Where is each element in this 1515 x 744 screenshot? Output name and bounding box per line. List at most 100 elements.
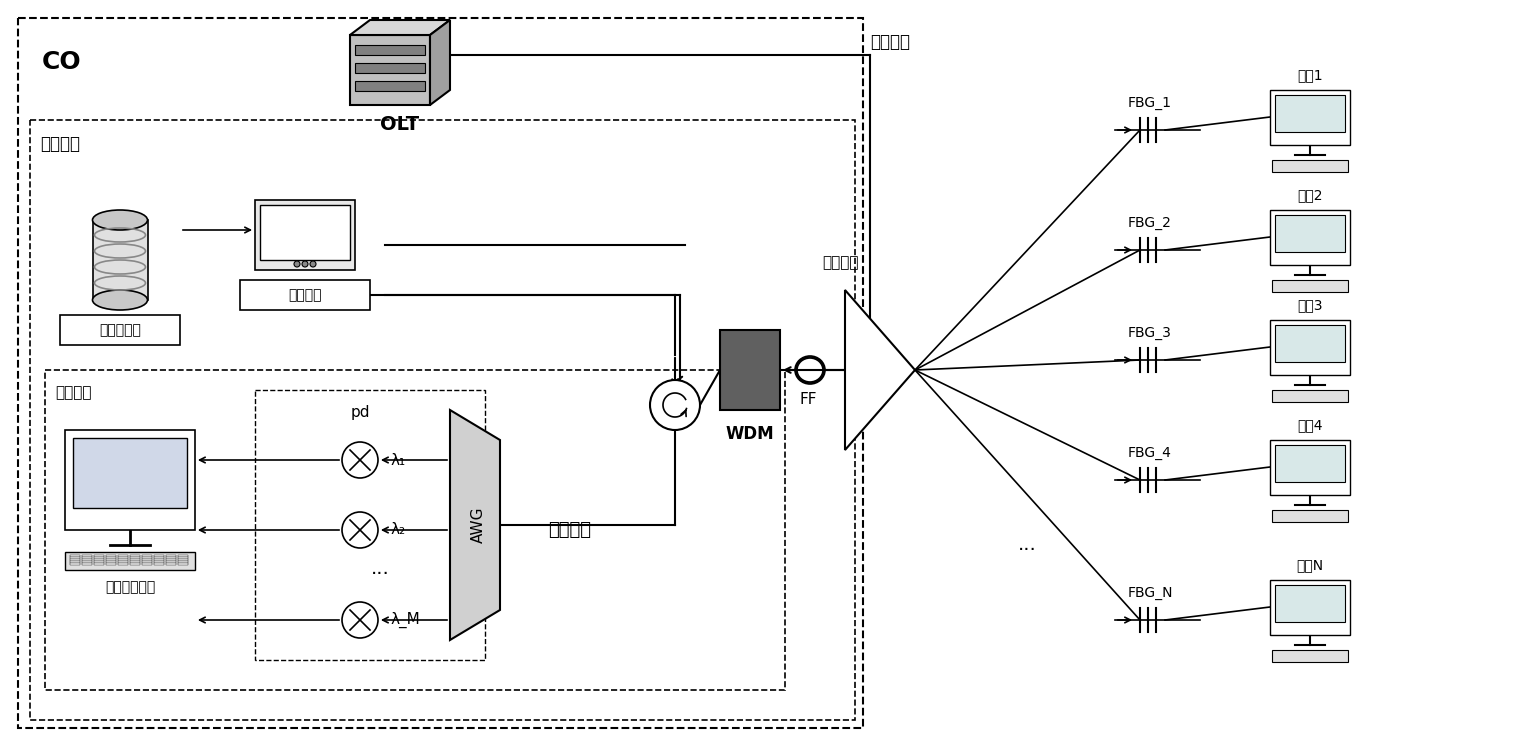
FancyBboxPatch shape xyxy=(142,557,152,559)
Polygon shape xyxy=(350,20,450,35)
Text: 检测信号: 检测信号 xyxy=(548,521,591,539)
Text: FBG_N: FBG_N xyxy=(1127,586,1173,600)
FancyBboxPatch shape xyxy=(94,559,105,561)
FancyBboxPatch shape xyxy=(106,559,117,561)
FancyBboxPatch shape xyxy=(167,561,176,563)
Polygon shape xyxy=(430,20,450,105)
Text: 用户1: 用户1 xyxy=(1297,68,1323,82)
FancyBboxPatch shape xyxy=(1273,390,1348,402)
FancyBboxPatch shape xyxy=(106,561,117,563)
Text: OLT: OLT xyxy=(380,115,420,134)
FancyBboxPatch shape xyxy=(167,557,176,559)
Text: λ₁: λ₁ xyxy=(389,452,405,467)
Text: 检测系统: 检测系统 xyxy=(39,135,80,153)
Text: ···: ··· xyxy=(371,565,389,585)
FancyBboxPatch shape xyxy=(130,561,139,563)
FancyBboxPatch shape xyxy=(177,561,188,563)
FancyBboxPatch shape xyxy=(130,563,139,565)
FancyBboxPatch shape xyxy=(167,555,176,557)
FancyBboxPatch shape xyxy=(1273,160,1348,172)
Ellipse shape xyxy=(92,290,147,310)
Text: 用户N: 用户N xyxy=(1297,558,1324,572)
FancyBboxPatch shape xyxy=(155,561,164,563)
Text: ···: ··· xyxy=(1018,540,1036,559)
FancyBboxPatch shape xyxy=(94,555,105,557)
FancyBboxPatch shape xyxy=(70,557,80,559)
FancyBboxPatch shape xyxy=(82,557,92,559)
FancyBboxPatch shape xyxy=(106,563,117,565)
Text: 可调光源: 可调光源 xyxy=(288,288,321,302)
FancyBboxPatch shape xyxy=(1273,650,1348,662)
FancyBboxPatch shape xyxy=(65,552,195,570)
Text: λ₂: λ₂ xyxy=(389,522,405,537)
FancyBboxPatch shape xyxy=(1276,585,1345,622)
FancyBboxPatch shape xyxy=(82,561,92,563)
Text: FBG_4: FBG_4 xyxy=(1129,446,1173,460)
FancyBboxPatch shape xyxy=(1270,320,1350,375)
Text: 检测信号识别: 检测信号识别 xyxy=(105,580,155,594)
FancyBboxPatch shape xyxy=(142,561,152,563)
Text: CO: CO xyxy=(42,50,82,74)
FancyBboxPatch shape xyxy=(94,563,105,565)
FancyBboxPatch shape xyxy=(177,557,188,559)
FancyBboxPatch shape xyxy=(261,205,350,260)
FancyBboxPatch shape xyxy=(82,559,92,561)
Text: λ_M: λ_M xyxy=(389,612,420,628)
Polygon shape xyxy=(450,410,500,640)
FancyBboxPatch shape xyxy=(70,555,80,557)
FancyBboxPatch shape xyxy=(106,557,117,559)
FancyBboxPatch shape xyxy=(61,315,180,345)
Text: pd: pd xyxy=(350,405,370,420)
FancyBboxPatch shape xyxy=(255,200,355,270)
Text: AWG: AWG xyxy=(471,507,485,543)
Text: FF: FF xyxy=(800,392,817,407)
FancyBboxPatch shape xyxy=(1273,510,1348,522)
Text: 用户2: 用户2 xyxy=(1297,188,1323,202)
FancyBboxPatch shape xyxy=(1270,580,1350,635)
Circle shape xyxy=(342,512,379,548)
Text: 通信波段: 通信波段 xyxy=(870,33,911,51)
Text: FBG_1: FBG_1 xyxy=(1129,96,1173,110)
FancyBboxPatch shape xyxy=(177,559,188,561)
FancyBboxPatch shape xyxy=(82,555,92,557)
Text: 远端节点: 远端节点 xyxy=(821,255,859,270)
FancyBboxPatch shape xyxy=(118,563,127,565)
FancyBboxPatch shape xyxy=(142,563,152,565)
FancyBboxPatch shape xyxy=(130,557,139,559)
FancyBboxPatch shape xyxy=(130,559,139,561)
FancyBboxPatch shape xyxy=(142,559,152,561)
Circle shape xyxy=(342,442,379,478)
FancyBboxPatch shape xyxy=(118,557,127,559)
Circle shape xyxy=(301,261,308,267)
Circle shape xyxy=(342,602,379,638)
Text: FBG_2: FBG_2 xyxy=(1129,216,1173,230)
FancyBboxPatch shape xyxy=(118,561,127,563)
FancyBboxPatch shape xyxy=(70,559,80,561)
FancyBboxPatch shape xyxy=(70,561,80,563)
Circle shape xyxy=(650,380,700,430)
FancyBboxPatch shape xyxy=(1276,95,1345,132)
FancyBboxPatch shape xyxy=(720,330,780,410)
FancyBboxPatch shape xyxy=(1276,445,1345,482)
FancyBboxPatch shape xyxy=(130,555,139,557)
FancyBboxPatch shape xyxy=(106,555,117,557)
FancyBboxPatch shape xyxy=(155,559,164,561)
FancyBboxPatch shape xyxy=(1270,440,1350,495)
FancyBboxPatch shape xyxy=(1273,280,1348,292)
FancyBboxPatch shape xyxy=(118,559,127,561)
FancyBboxPatch shape xyxy=(82,563,92,565)
FancyBboxPatch shape xyxy=(355,63,426,73)
FancyBboxPatch shape xyxy=(177,563,188,565)
FancyBboxPatch shape xyxy=(118,555,127,557)
Circle shape xyxy=(294,261,300,267)
FancyBboxPatch shape xyxy=(167,559,176,561)
FancyBboxPatch shape xyxy=(155,555,164,557)
Text: WDM: WDM xyxy=(726,425,774,443)
Polygon shape xyxy=(845,290,915,450)
Text: FBG_3: FBG_3 xyxy=(1129,326,1173,340)
FancyBboxPatch shape xyxy=(1276,325,1345,362)
FancyBboxPatch shape xyxy=(1276,215,1345,252)
FancyBboxPatch shape xyxy=(94,561,105,563)
FancyBboxPatch shape xyxy=(73,438,186,508)
FancyBboxPatch shape xyxy=(167,563,176,565)
